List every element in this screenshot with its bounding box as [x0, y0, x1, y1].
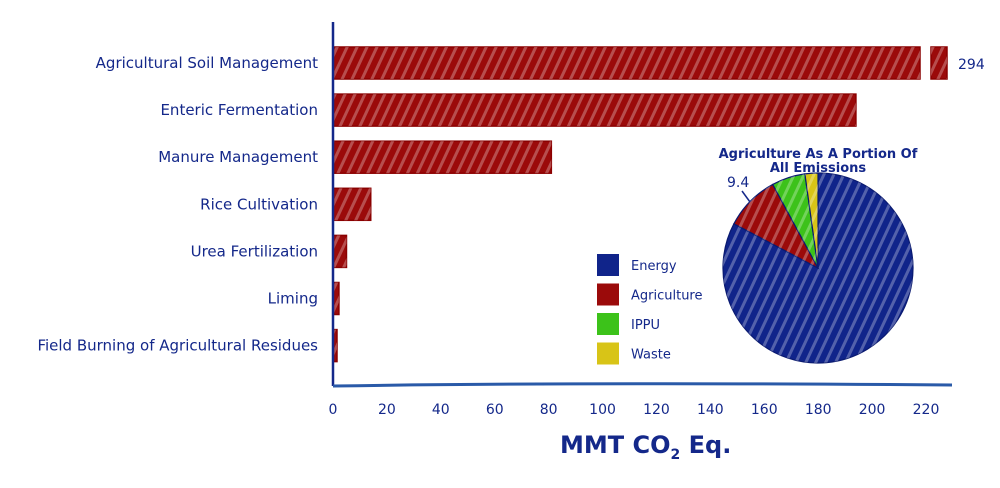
x-tick-label: 20 — [378, 402, 396, 418]
category-label: Urea Fertilization — [191, 242, 318, 260]
pie-title-line1: Agriculture As A Portion Of — [719, 147, 918, 162]
x-tick-label: 160 — [751, 402, 778, 418]
legend-label: Waste — [631, 348, 671, 363]
x-tick-label: 180 — [805, 402, 832, 418]
pie-title-line2: All Emissions — [770, 161, 866, 176]
pie-annotation-leader — [741, 190, 751, 203]
category-label: Rice Cultivation — [200, 195, 318, 213]
x-tick-label: 40 — [432, 402, 450, 418]
x-tick-label: 60 — [486, 402, 504, 418]
pie-slice-hatch — [772, 173, 818, 268]
pie-annotation: 9.4 — [727, 175, 749, 191]
x-tick-label: 0 — [329, 402, 338, 418]
legend-label: IPPU — [631, 318, 660, 333]
bar-hatch — [333, 282, 339, 315]
bar-data-label: 294 — [958, 57, 985, 73]
x-tick-label: 220 — [913, 402, 940, 418]
x-tick-label: 100 — [589, 402, 616, 418]
pie-slice-hatch — [733, 184, 818, 268]
x-tick-label: 120 — [643, 402, 670, 418]
bar-hatch — [931, 47, 947, 79]
category-label: Enteric Fermentation — [160, 101, 318, 119]
category-label: Field Burning of Agricultural Residues — [37, 337, 318, 355]
x-axis-line — [332, 382, 953, 388]
x-tick-label: 200 — [859, 402, 886, 418]
pie-slice-hatch — [804, 173, 818, 268]
legend-label: Energy — [631, 259, 677, 274]
bar-hatch — [333, 141, 552, 174]
legend-swatch — [597, 342, 619, 365]
category-label: Liming — [268, 290, 318, 308]
bar-hatch — [333, 47, 920, 79]
x-tick-label: 140 — [697, 402, 724, 418]
bar-hatch — [333, 94, 856, 127]
x-axis-title: MMT CO2 Eq. — [560, 431, 731, 463]
bar-hatch — [333, 329, 337, 362]
bar-hatch — [333, 235, 347, 268]
category-label: Manure Management — [158, 148, 318, 166]
legend-swatch — [597, 254, 619, 276]
bar-hatch — [333, 188, 371, 221]
category-label: Agricultural Soil Management — [96, 54, 318, 72]
legend-label: Agriculture — [631, 289, 703, 304]
legend-swatch — [597, 313, 619, 335]
x-tick-label: 80 — [540, 402, 558, 418]
legend-swatch — [597, 283, 619, 306]
